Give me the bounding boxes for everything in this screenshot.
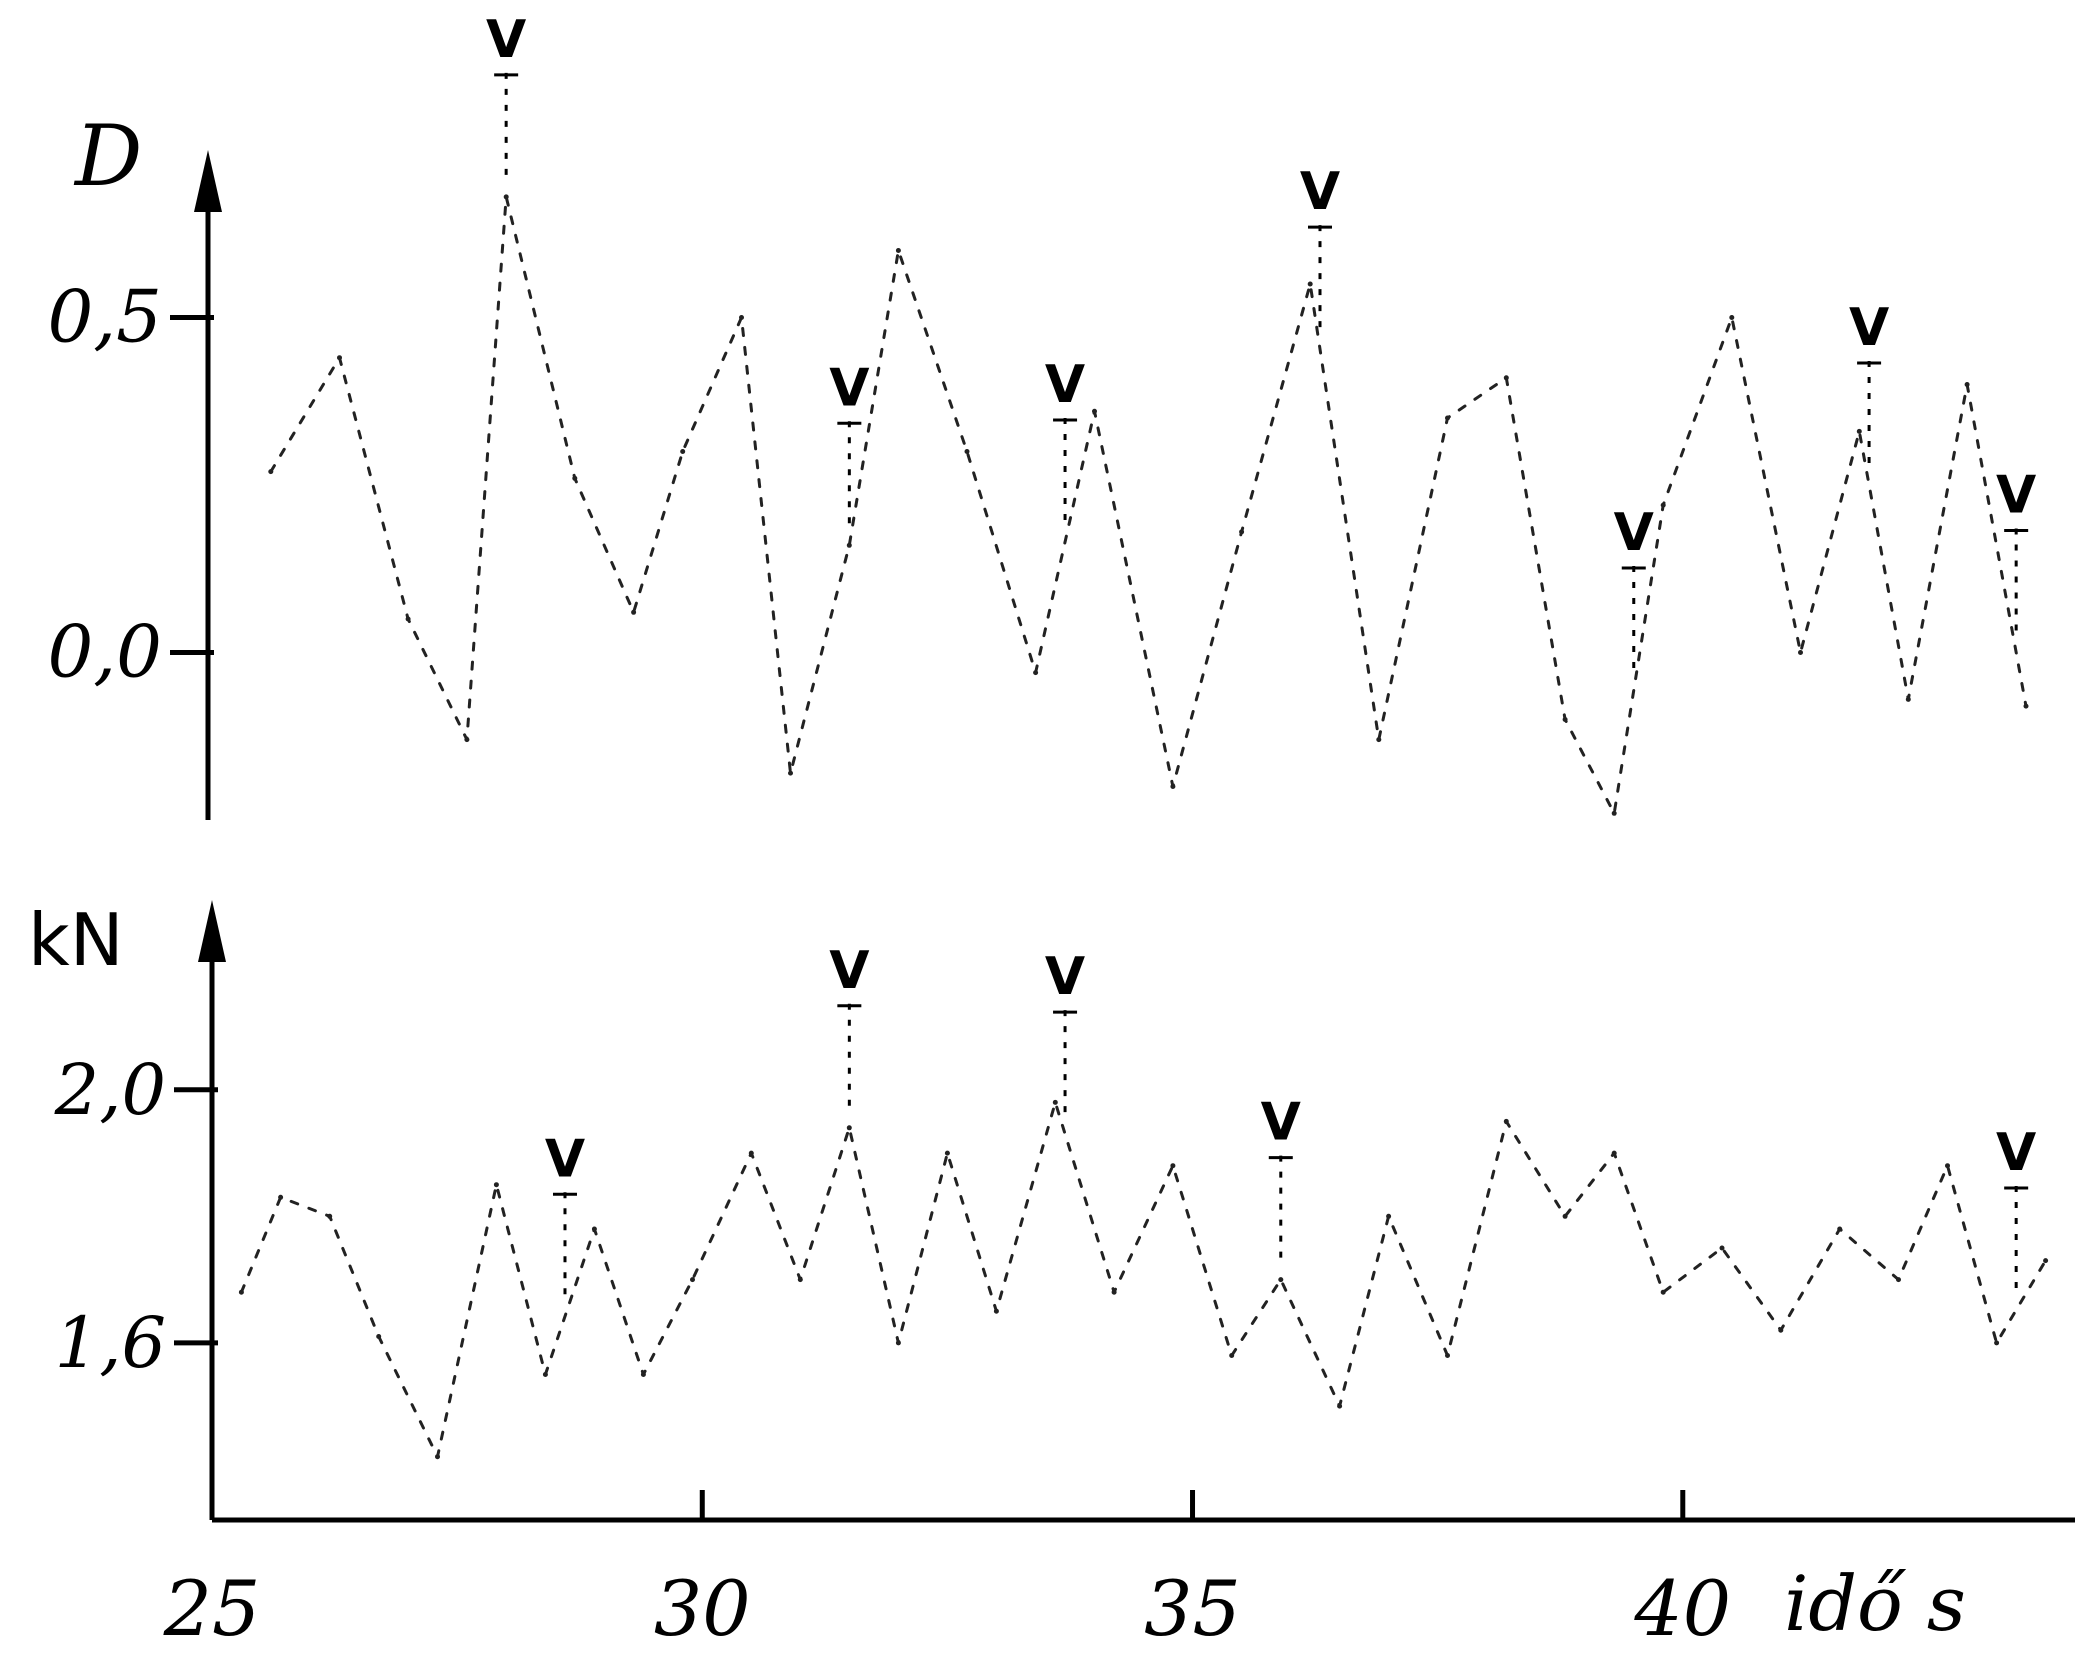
y-tick-label: 1,6 [55,1302,166,1384]
event-marker-v: V [545,1129,585,1189]
event-marker-v: V [1261,1093,1301,1153]
x-tick-label: 25 [163,1564,261,1653]
data-point [1033,670,1039,676]
data-point [2023,703,2029,709]
data-point [1611,810,1617,816]
data-point [1092,408,1097,414]
event-marker-v: V [829,941,869,1001]
data-point [278,1194,284,1200]
data-point [1719,1245,1725,1251]
data-point [1778,1327,1784,1333]
y-axis-label: kN [28,898,124,982]
data-point [846,542,852,548]
data-point [1445,1353,1450,1358]
x-tick-label: 30 [654,1564,751,1653]
data-point [895,1340,901,1346]
data-point [464,737,470,743]
data-point [1307,281,1313,287]
data-point [797,1277,803,1283]
data-point [1660,1289,1666,1295]
data-point [1337,1403,1343,1409]
data-point [1945,1163,1950,1169]
data-point [327,1213,333,1219]
event-marker-v: V [486,10,526,70]
data-point [238,1289,244,1295]
event-marker-v: V [1996,466,2036,526]
data-point [631,609,637,615]
data-point [1562,717,1568,722]
data-point [895,248,901,253]
data-point [493,1182,499,1188]
data-point [376,1334,382,1339]
data-point [572,475,578,481]
data-point [1994,1340,2000,1346]
data-point [503,194,509,200]
data-point [1562,1213,1568,1219]
data-point [690,1277,695,1283]
y-tick-label: 0,0 [47,610,162,694]
x-axis-label: idő s [1784,1559,1966,1648]
data-point [1170,1163,1176,1169]
data-point [337,355,342,361]
data-point [1729,315,1735,320]
bottom-panel: kN 2,0 1,6 V V V V V 25 30 35 40 idő s [28,898,2075,1653]
data-point [993,1308,999,1314]
data-point [1503,1118,1509,1124]
data-point [1445,415,1450,421]
data-point [2043,1258,2049,1264]
data-point [1896,1277,1901,1283]
event-marker-v: V [1300,162,1340,222]
event-marker-v: V [829,358,869,418]
data-point [1386,1213,1392,1219]
event-marker-v: V [1045,947,1085,1007]
y-tick-label: 0,5 [47,275,162,359]
data-point [1798,650,1803,655]
y-tick-label: 2,0 [54,1049,166,1131]
data-point [1964,382,1970,387]
data-point [1052,1099,1058,1105]
data-point [1170,784,1176,789]
data-point [1837,1226,1843,1232]
event-marker-v: V [1996,1123,2036,1183]
data-point [748,1150,754,1156]
data-point [846,1125,852,1131]
x-tick-label: 35 [1144,1564,1241,1653]
data-point [405,616,411,622]
data-point [1376,737,1382,743]
data-point [1278,1277,1284,1283]
y-axis-label: D [73,107,142,205]
data-point [944,1150,950,1156]
event-marker-v: V [1045,355,1085,415]
series-line [269,195,2028,815]
data-point [640,1372,646,1377]
top-panel: D 0,5 0,0 V V V V V V V [47,10,2036,820]
data-point [1111,1289,1117,1295]
event-marker-v: V [1849,298,1889,358]
data-point [680,449,686,454]
data-point [1239,529,1245,535]
data-point [964,449,970,454]
data-point [542,1372,548,1377]
data-point [788,770,793,776]
event-marker-v: V [1614,503,1654,563]
data-point [268,469,274,475]
data-point [435,1454,440,1460]
y-axis-arrow-icon [194,150,222,212]
data-point [1905,696,1911,702]
x-tick-label: 40 [1633,1564,1731,1653]
y-axis-arrow-icon [198,900,226,962]
data-point [1611,1150,1617,1156]
data-point [739,315,744,320]
data-point [591,1226,597,1232]
data-point [1503,375,1509,381]
data-point [1660,502,1666,508]
data-point [1229,1353,1235,1358]
series-line [239,1100,2048,1459]
data-point [1856,428,1862,434]
